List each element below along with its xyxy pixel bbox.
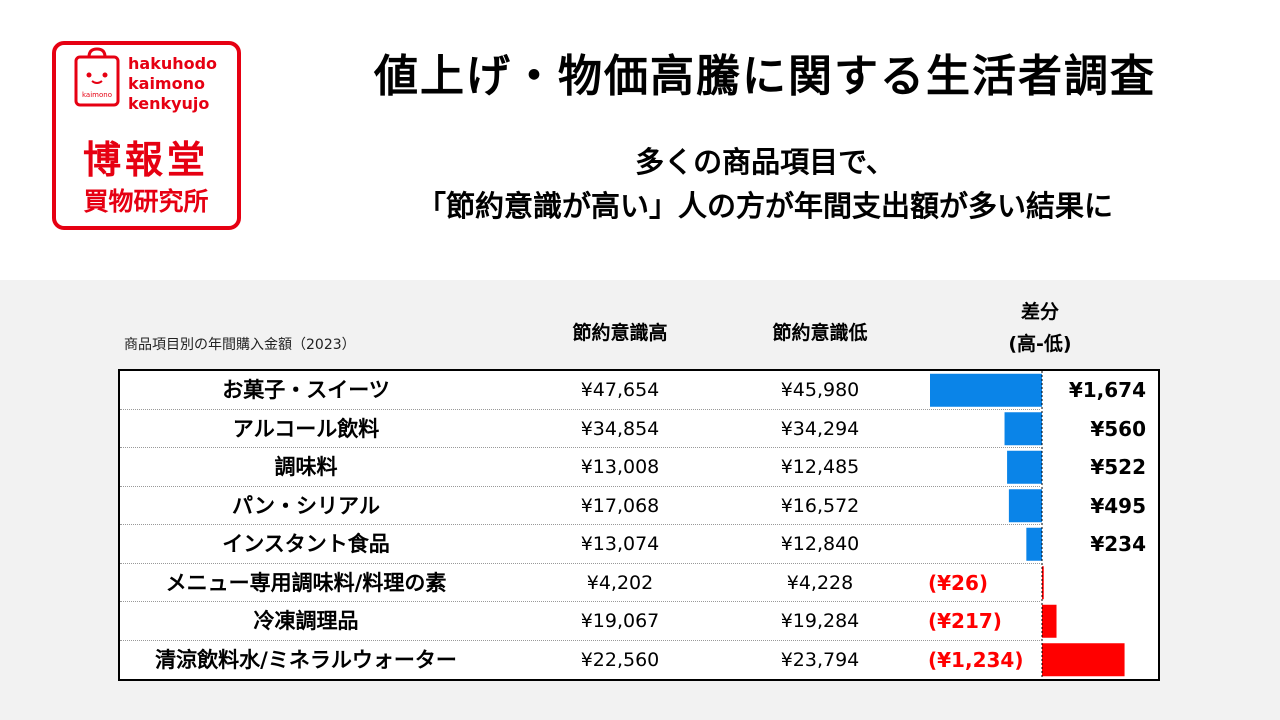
row-high-value: ¥17,068 bbox=[580, 494, 660, 517]
row-high-value: ¥4,202 bbox=[586, 571, 654, 594]
row-low-value: ¥45,980 bbox=[780, 379, 860, 401]
logo-kanji1: 博報堂 bbox=[83, 138, 209, 182]
page-title: 値上げ・物価高騰に関する生活者調査 bbox=[374, 51, 1156, 102]
row-name: メニュー専用調味料/料理の素 bbox=[165, 570, 447, 595]
row-diff-label: ¥234 bbox=[1090, 532, 1146, 556]
row-diff-label: (¥1,234) bbox=[928, 647, 1024, 672]
column-header-high: 節約意識高 bbox=[572, 322, 668, 344]
row-name: 冷凍調理品 bbox=[253, 609, 359, 633]
table-row: 冷凍調理品 ¥19,067 ¥19,284 (¥217) bbox=[120, 602, 1158, 641]
row-name: インスタント食品 bbox=[222, 532, 390, 556]
row-high-value: ¥34,854 bbox=[580, 417, 660, 440]
logo-line1: hakuhodo bbox=[128, 54, 217, 73]
shopping-bag-icon: kaimono bbox=[74, 47, 120, 107]
row-high-value: ¥19,067 bbox=[580, 610, 660, 632]
row-high-value: ¥22,560 bbox=[580, 648, 660, 671]
column-header-low: 節約意識低 bbox=[772, 322, 868, 344]
column-header-diff-line2: (高-低) bbox=[1008, 333, 1072, 355]
row-high-value: ¥13,008 bbox=[580, 456, 660, 478]
row-name: アルコール飲料 bbox=[232, 416, 380, 441]
row-name: 清涼飲料水/ミネラルウォーター bbox=[155, 647, 457, 672]
row-diff-label: (¥217) bbox=[928, 609, 1002, 633]
row-high-value: ¥13,074 bbox=[580, 533, 660, 555]
logo-mark: kaimono hakuhodo kaimono kenkyujo 博報堂 買物… bbox=[74, 47, 217, 216]
row-diff-label: ¥522 bbox=[1090, 455, 1146, 479]
table-row: メニュー専用調味料/料理の素 ¥4,202 ¥4,228 (¥26) bbox=[120, 564, 1158, 602]
data-table: お菓子・スイーツ ¥47,654 ¥45,980 ¥1,674 アルコール飲料 … bbox=[118, 369, 1160, 681]
logo-kanji2: 買物研究所 bbox=[83, 187, 208, 216]
row-low-value: ¥34,294 bbox=[780, 417, 860, 440]
row-low-value: ¥23,794 bbox=[780, 648, 860, 671]
row-name: お菓子・スイーツ bbox=[222, 378, 390, 402]
row-diff-label: ¥1,674 bbox=[1068, 378, 1146, 402]
row-diff-label: ¥495 bbox=[1090, 493, 1146, 518]
table-row: 調味料 ¥13,008 ¥12,485 ¥522 bbox=[120, 448, 1158, 487]
logo-line3: kenkyujo bbox=[128, 94, 209, 113]
logo-line2: kaimono bbox=[128, 74, 205, 93]
row-low-value: ¥4,228 bbox=[786, 571, 854, 594]
row-high-value: ¥47,654 bbox=[580, 379, 660, 401]
row-low-value: ¥12,840 bbox=[780, 533, 860, 555]
logo: kaimono hakuhodo kaimono kenkyujo 博報堂 買物… bbox=[52, 41, 241, 230]
row-low-value: ¥12,485 bbox=[780, 456, 860, 478]
table-row: パン・シリアル ¥17,068 ¥16,572 ¥495 bbox=[120, 487, 1158, 525]
row-diff-label: (¥26) bbox=[928, 570, 989, 595]
table-caption: 商品項目別の年間購入金額（2023） bbox=[124, 337, 356, 353]
row-name: パン・シリアル bbox=[231, 493, 381, 518]
row-diff-label: ¥560 bbox=[1090, 416, 1146, 441]
row-name: 調味料 bbox=[274, 455, 338, 479]
table-row: アルコール飲料 ¥34,854 ¥34,294 ¥560 bbox=[120, 410, 1158, 448]
row-low-value: ¥19,284 bbox=[780, 610, 860, 632]
table-row: お菓子・スイーツ ¥47,654 ¥45,980 ¥1,674 bbox=[120, 371, 1158, 410]
logo-bag-text: kaimono bbox=[82, 91, 112, 99]
subtitle-line2: 「節約意識が高い」人の方が年間支出額が多い結果に bbox=[416, 189, 1113, 223]
table-row: 清涼飲料水/ミネラルウォーター ¥22,560 ¥23,794 (¥1,234) bbox=[120, 641, 1158, 680]
page-subtitle: 多くの商品項目で、 「節約意識が高い」人の方が年間支出額が多い結果に bbox=[285, 140, 1245, 228]
subtitle-line1: 多くの商品項目で、 bbox=[635, 145, 895, 179]
column-header-diff-line1: 差分 bbox=[1020, 301, 1059, 323]
table-row: インスタント食品 ¥13,074 ¥12,840 ¥234 bbox=[120, 525, 1158, 564]
column-header-diff: 差分 (高-低) bbox=[960, 296, 1120, 360]
row-low-value: ¥16,572 bbox=[780, 494, 860, 517]
